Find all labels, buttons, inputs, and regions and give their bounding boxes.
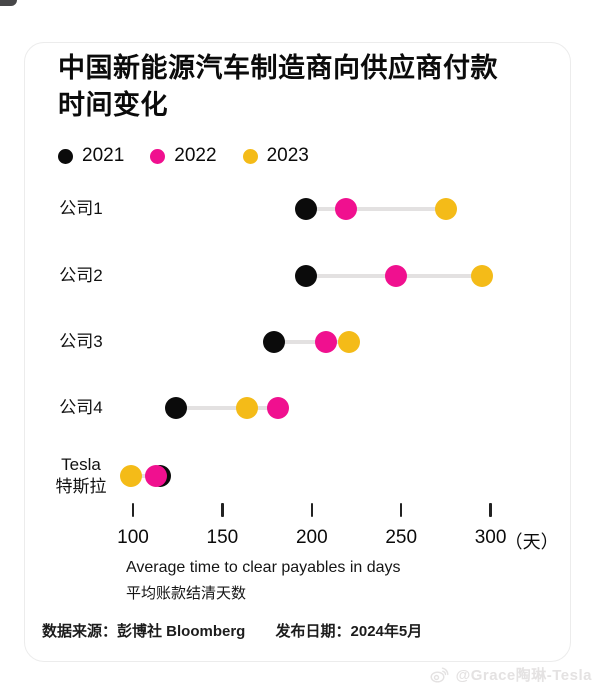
dot-2023 <box>236 397 259 419</box>
legend-swatch-2021 <box>58 148 73 164</box>
x-axis-tick <box>489 503 492 517</box>
legend-label-2023: 2023 <box>266 145 309 166</box>
watermark: @Grace陶琳-Tesla <box>430 664 592 685</box>
dot-2022 <box>266 397 289 419</box>
x-axis-tick-label: 100 <box>117 527 149 548</box>
dot-2021 <box>295 265 318 287</box>
dot-2021 <box>295 198 318 220</box>
chart-legend: 2021 2022 2023 <box>58 145 309 167</box>
x-axis-tick <box>131 503 135 517</box>
connector-line <box>175 406 278 410</box>
legend-swatch-2022 <box>150 148 166 164</box>
publish-date-text: 发布日期：2024年5月 <box>275 623 423 640</box>
source-footer: 数据来源：彭博社 Bloomberg 发布日期：2024年5月 <box>42 620 422 641</box>
legend-item-2023: 2023 <box>242 145 309 167</box>
x-axis-unit: （天） <box>504 532 559 552</box>
connector-line <box>306 207 446 211</box>
chart-title-line2: 时间变化 <box>58 90 168 120</box>
connector-line <box>274 340 350 344</box>
category-label: 公司1 <box>59 199 103 218</box>
dot-2022 <box>315 331 338 353</box>
dot-2021 <box>164 397 187 419</box>
category-label: Tesla 特斯拉 <box>55 455 107 496</box>
chart-card <box>24 42 571 662</box>
dot-2023 <box>338 331 361 353</box>
weibo-icon <box>430 666 450 683</box>
legend-label-2022: 2022 <box>174 145 217 166</box>
x-axis-tick-label: 150 <box>206 527 239 548</box>
dot-2022 <box>145 465 168 487</box>
chart-title-line1: 中国新能源汽车制造商向供应商付款 <box>58 53 498 83</box>
data-source-text: 数据来源：彭博社 Bloomberg <box>42 623 246 640</box>
watermark-text: @Grace陶琳-Tesla <box>455 667 592 684</box>
x-axis-tick-label: 200 <box>295 527 328 548</box>
screenshot-corner-sliver <box>0 0 17 6</box>
legend-swatch-2023 <box>242 148 258 164</box>
x-axis-tick-label: 250 <box>385 527 418 548</box>
legend-item-2022: 2022 <box>150 145 217 167</box>
category-label: 公司3 <box>59 332 103 351</box>
category-label: 公司2 <box>59 266 103 285</box>
dot-2022 <box>334 198 357 220</box>
legend-item-2021: 2021 <box>58 145 124 167</box>
x-axis-tick-label: 300 <box>474 527 507 548</box>
x-axis-tick <box>399 503 403 517</box>
dot-2023 <box>434 198 457 220</box>
chart-title: 中国新能源汽车制造商向供应商付款 时间变化 <box>58 50 538 124</box>
x-axis-label-english: Average time to clear payables in days <box>126 559 401 576</box>
dot-2023 <box>470 265 493 287</box>
dot-2023 <box>120 465 143 487</box>
x-axis-label-chinese: 平均账款结清天数 <box>126 585 247 602</box>
x-axis-tick <box>310 503 314 517</box>
dot-2021 <box>263 331 286 353</box>
legend-label-2021: 2021 <box>82 145 125 166</box>
x-axis-tick <box>221 503 224 517</box>
category-label: 公司4 <box>59 398 103 417</box>
dot-2022 <box>384 265 407 287</box>
